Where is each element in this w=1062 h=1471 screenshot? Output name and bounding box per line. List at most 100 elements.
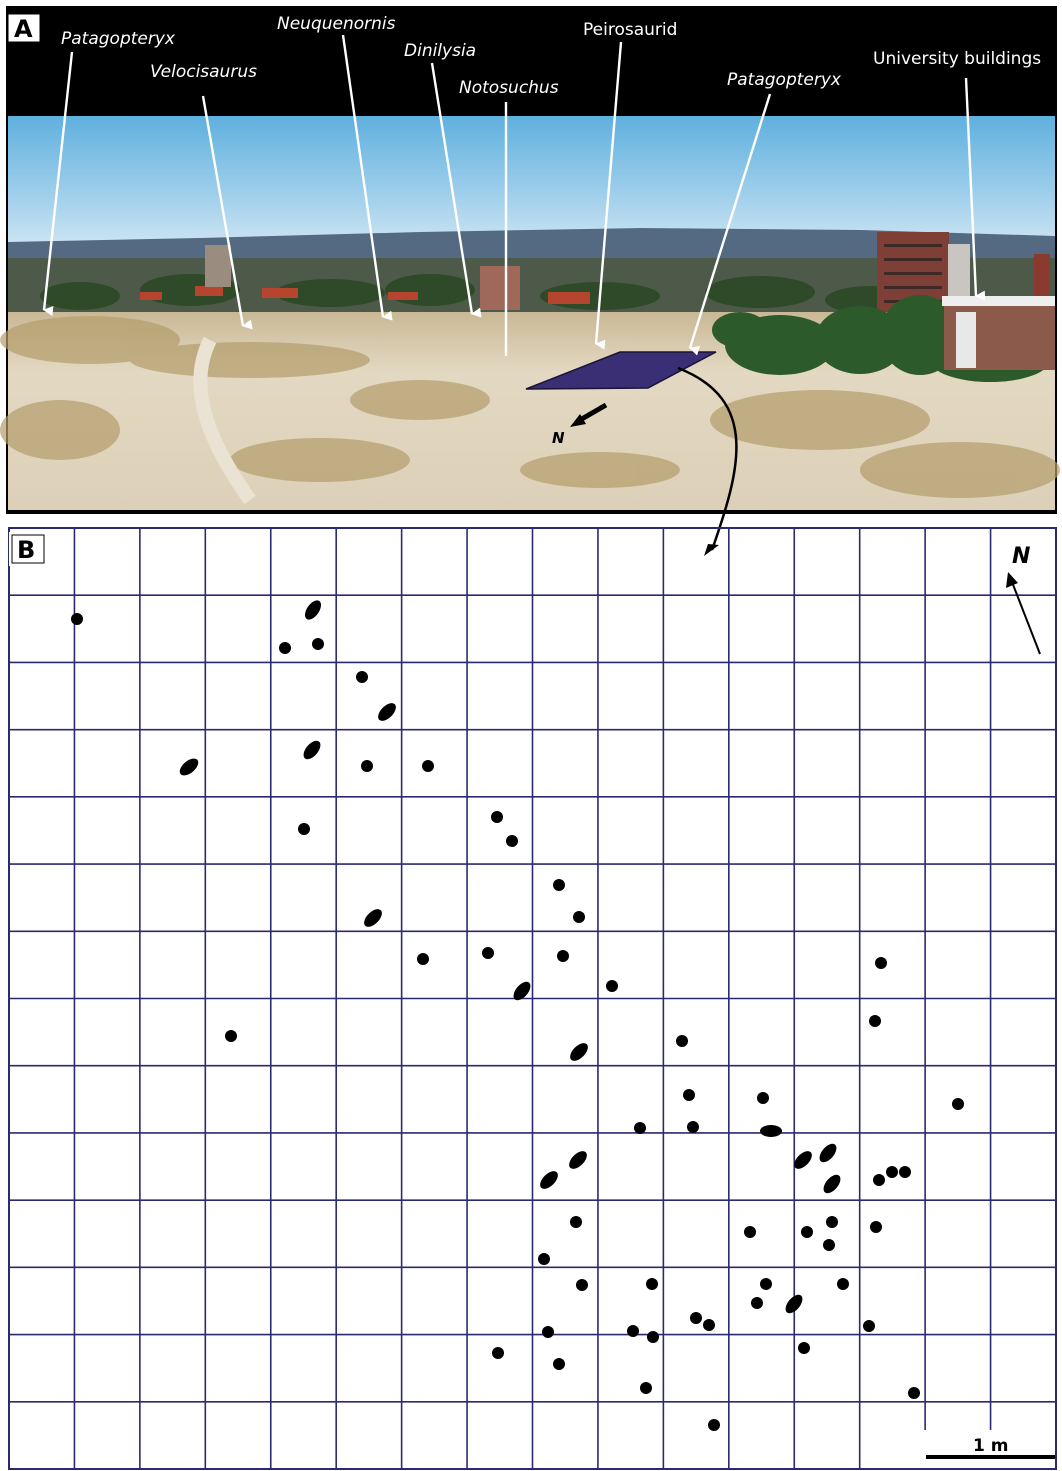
specimen-dot — [482, 947, 494, 959]
north-label: N — [1012, 544, 1030, 569]
specimen-dot — [751, 1297, 763, 1309]
specimen-dot — [71, 613, 83, 625]
specimen-dot — [627, 1325, 639, 1337]
specimen-dot — [798, 1342, 810, 1354]
panel-b-letter-box — [11, 534, 45, 564]
specimen-dot — [225, 1030, 237, 1042]
specimen-dot — [606, 980, 618, 992]
university-building-roof — [942, 296, 1055, 306]
specimen-positions — [71, 600, 964, 1431]
specimen-dot — [687, 1121, 699, 1133]
specimen-egg — [179, 758, 199, 776]
specimen-dot — [826, 1216, 838, 1228]
specimen-dot — [899, 1166, 911, 1178]
specimen-dot — [298, 823, 310, 835]
specimen-dot — [570, 1216, 582, 1228]
specimen-dot — [356, 671, 368, 683]
city-building — [205, 245, 231, 287]
specimen-dot — [801, 1226, 813, 1238]
red-roofs — [140, 286, 590, 304]
panel-a-letter: A — [14, 15, 33, 43]
specimen-dot — [886, 1166, 898, 1178]
specimen-egg — [569, 1151, 587, 1169]
specimen-dot — [744, 1226, 756, 1238]
specimen-egg — [794, 1151, 812, 1169]
quadrat-link-arrow — [677, 366, 738, 551]
clock-tower — [1034, 254, 1050, 298]
specimen-egg — [513, 981, 531, 1001]
north-arrow — [1011, 581, 1041, 655]
specimen-dot — [640, 1382, 652, 1394]
specimen-dot — [553, 1358, 565, 1370]
panel-a-letter-box — [7, 13, 41, 43]
specimen-dot — [875, 957, 887, 969]
specimen-dot — [576, 1279, 588, 1291]
specimen-dot — [634, 1122, 646, 1134]
specimen-dot — [690, 1312, 702, 1324]
specimen-dot — [703, 1319, 715, 1331]
specimen-dot — [760, 1278, 772, 1290]
label-patagopteryx-right: Patagopteryx — [727, 70, 842, 90]
label-notosuchus: Notosuchus — [459, 78, 559, 98]
scrub-vegetation — [0, 316, 1060, 498]
quadrat-grid — [8, 527, 1057, 1470]
specimen-dot — [869, 1015, 881, 1027]
specimen-dot — [312, 638, 324, 650]
label-dinilysia: Dinilysia — [404, 41, 476, 61]
photo-north-label: N — [552, 429, 565, 447]
specimen-egg — [540, 1171, 558, 1189]
specimen-egg — [303, 740, 321, 760]
specimen-egg — [819, 1143, 837, 1163]
specimen-egg — [364, 909, 382, 927]
dirt-path — [193, 336, 256, 505]
specimen-dot — [823, 1239, 835, 1251]
city-building-2 — [480, 266, 520, 310]
label-neuquenornis: Neuquenornis — [277, 14, 396, 34]
label-university-buildings: University buildings — [873, 49, 1041, 69]
specimen-dot — [952, 1098, 964, 1110]
specimen-dot — [417, 953, 429, 965]
specimen-dot — [708, 1419, 720, 1431]
specimen-dot — [553, 879, 565, 891]
specimen-dot — [279, 642, 291, 654]
specimen-dot — [683, 1089, 695, 1101]
specimen-egg — [785, 1294, 803, 1314]
specimen-dot — [757, 1092, 769, 1104]
label-velocisaurus: Velocisaurus — [150, 62, 257, 82]
specimen-dot — [506, 835, 518, 847]
north-arrowhead — [1006, 572, 1018, 588]
specimen-dot — [542, 1326, 554, 1338]
specimen-dot — [863, 1320, 875, 1332]
specimen-dot — [422, 760, 434, 772]
horizon-hills — [8, 228, 1055, 262]
specimen-dot — [361, 760, 373, 772]
quadrat-link-arrowhead — [704, 544, 719, 556]
north-indicator-cover — [995, 532, 1055, 594]
label-peirosaurid: Peirosaurid — [583, 20, 677, 40]
photo-north-arrowhead — [570, 414, 586, 427]
specimen-dot — [557, 950, 569, 962]
specimen-egg — [823, 1174, 841, 1194]
photo-north-arrow — [578, 402, 608, 423]
specimen-dot — [676, 1035, 688, 1047]
specimen-dot — [870, 1221, 882, 1233]
specimen-egg — [760, 1125, 782, 1137]
specimen-egg — [570, 1043, 588, 1061]
scale-bar-cover — [921, 1430, 997, 1468]
specimen-dot — [538, 1253, 550, 1265]
specimen-dot — [492, 1347, 504, 1359]
label-patagopteryx-left: Patagopteryx — [61, 29, 176, 49]
panel-b-letter: B — [17, 536, 35, 564]
specimen-dot — [491, 811, 503, 823]
specimen-dot — [837, 1278, 849, 1290]
scale-label: 1 m — [973, 1436, 1008, 1456]
label-arrows — [42, 34, 986, 356]
panel-a: N Patagopteryx Velocisaurus Neuquenornis… — [0, 6, 1060, 556]
university-building-wall — [956, 312, 976, 368]
specimen-dot — [647, 1331, 659, 1343]
specimen-dot — [873, 1174, 885, 1186]
specimen-dot — [646, 1278, 658, 1290]
specimen-dot — [908, 1387, 920, 1399]
excavation-quadrat — [525, 351, 717, 390]
